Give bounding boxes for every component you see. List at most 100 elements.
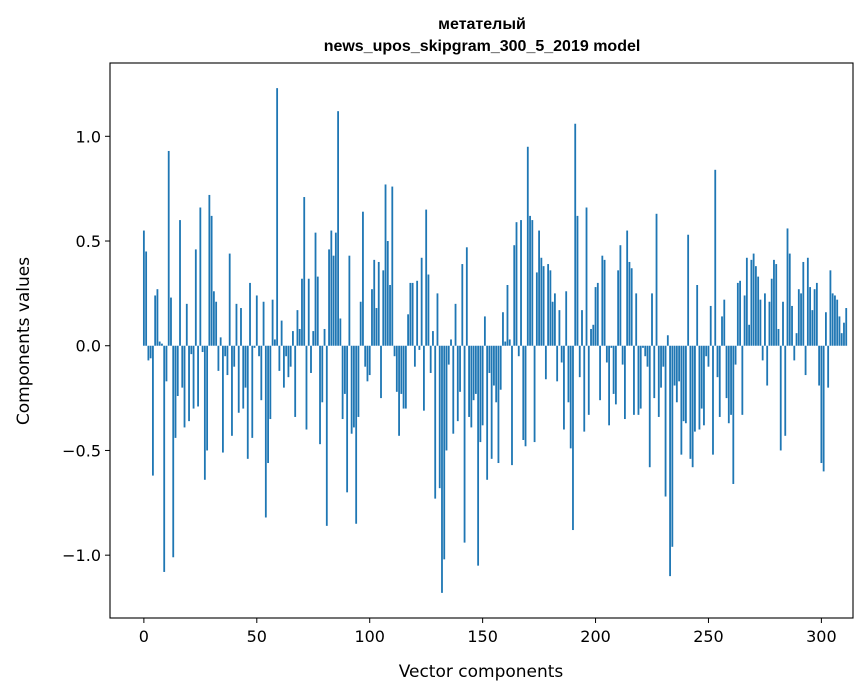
bar-71: [303, 197, 306, 346]
bar-129: [434, 345, 437, 499]
bar-270: [752, 253, 755, 346]
bar-303: [827, 345, 830, 388]
bar-298: [815, 282, 818, 346]
bar-122: [418, 345, 421, 350]
bar-268: [748, 324, 751, 346]
bar-53: [262, 301, 265, 346]
bar-282: [779, 345, 782, 451]
bar-188: [567, 345, 570, 403]
bar-170: [526, 146, 529, 346]
bar-147: [474, 345, 477, 394]
bar-131: [438, 345, 441, 489]
bar-180: [549, 270, 552, 346]
bar-63: [285, 345, 288, 357]
bar-242: [689, 345, 692, 459]
bar-84: [332, 255, 335, 346]
bar-35: [222, 345, 224, 453]
bar-47: [249, 282, 251, 346]
bar-76: [314, 232, 317, 346]
bar-167: [520, 220, 522, 346]
bar-181: [551, 301, 554, 346]
bar-139: [456, 345, 459, 422]
bar-31: [212, 291, 215, 346]
bar-247: [700, 345, 703, 409]
bar-52: [260, 345, 263, 401]
bar-57: [271, 299, 274, 346]
bar-9: [163, 345, 166, 572]
bar-204: [603, 259, 606, 346]
bar-283: [782, 301, 784, 346]
bar-14: [174, 345, 177, 438]
x-tick-label-250: 250: [693, 627, 724, 646]
bar-1: [145, 251, 148, 346]
bar-38: [228, 253, 231, 346]
bar-100: [368, 345, 371, 376]
bar-18: [183, 345, 186, 428]
bar-275: [764, 293, 766, 346]
bar-133: [443, 345, 446, 560]
bar-21: [190, 345, 193, 355]
bar-257: [723, 299, 726, 346]
bar-5: [154, 295, 157, 346]
bar-252: [712, 345, 714, 455]
bar-194: [581, 310, 583, 346]
bar-103: [375, 308, 378, 346]
bar-25: [199, 207, 202, 346]
bar-142: [463, 345, 466, 543]
bar-152: [486, 345, 489, 480]
bar-235: [673, 345, 676, 386]
bar-190: [572, 345, 574, 531]
bar-236: [675, 345, 678, 403]
bar-114: [400, 345, 403, 394]
bar-296: [811, 310, 814, 346]
bar-113: [398, 345, 400, 436]
bar-234: [671, 345, 674, 547]
bar-64: [287, 345, 290, 378]
bar-37: [226, 345, 229, 376]
bar-162: [508, 339, 511, 346]
bar-132: [441, 345, 443, 593]
bar-222: [644, 345, 647, 357]
bar-26: [201, 345, 204, 353]
bar-220: [639, 345, 642, 409]
bar-163: [511, 345, 513, 466]
bar-265: [741, 345, 744, 415]
bar-123: [420, 257, 423, 346]
bar-118: [409, 282, 412, 346]
bar-207: [610, 345, 613, 348]
bar-202: [599, 345, 601, 401]
bar-97: [362, 211, 364, 346]
bar-289: [795, 333, 798, 346]
bar-225: [651, 293, 653, 346]
bar-60: [278, 345, 281, 371]
bar-171: [529, 215, 531, 346]
bar-175: [538, 230, 540, 346]
bar-311: [845, 308, 848, 346]
bar-159: [502, 312, 504, 346]
bar-215: [628, 261, 631, 346]
bar-126: [427, 274, 430, 346]
bar-11: [167, 150, 170, 346]
bar-281: [777, 328, 780, 346]
bar-189: [569, 345, 572, 449]
bar-29: [208, 194, 211, 346]
bar-124: [423, 345, 425, 411]
bar-68: [296, 310, 299, 346]
bar-276: [766, 345, 769, 386]
bar-310: [843, 322, 845, 346]
bar-267: [745, 257, 748, 346]
bar-7: [158, 341, 161, 346]
bar-182: [553, 293, 556, 346]
bar-249: [705, 345, 708, 357]
bar-224: [648, 345, 651, 468]
bar-271: [754, 266, 757, 346]
bar-231: [664, 345, 667, 497]
bar-300: [820, 345, 823, 464]
bar-208: [612, 345, 615, 394]
bar-273: [759, 299, 762, 346]
y-tick-label-4: 1.0: [76, 127, 101, 146]
bar-125: [425, 209, 428, 346]
bar-304: [829, 270, 832, 346]
bar-258: [725, 345, 728, 399]
bar-230: [662, 345, 665, 367]
